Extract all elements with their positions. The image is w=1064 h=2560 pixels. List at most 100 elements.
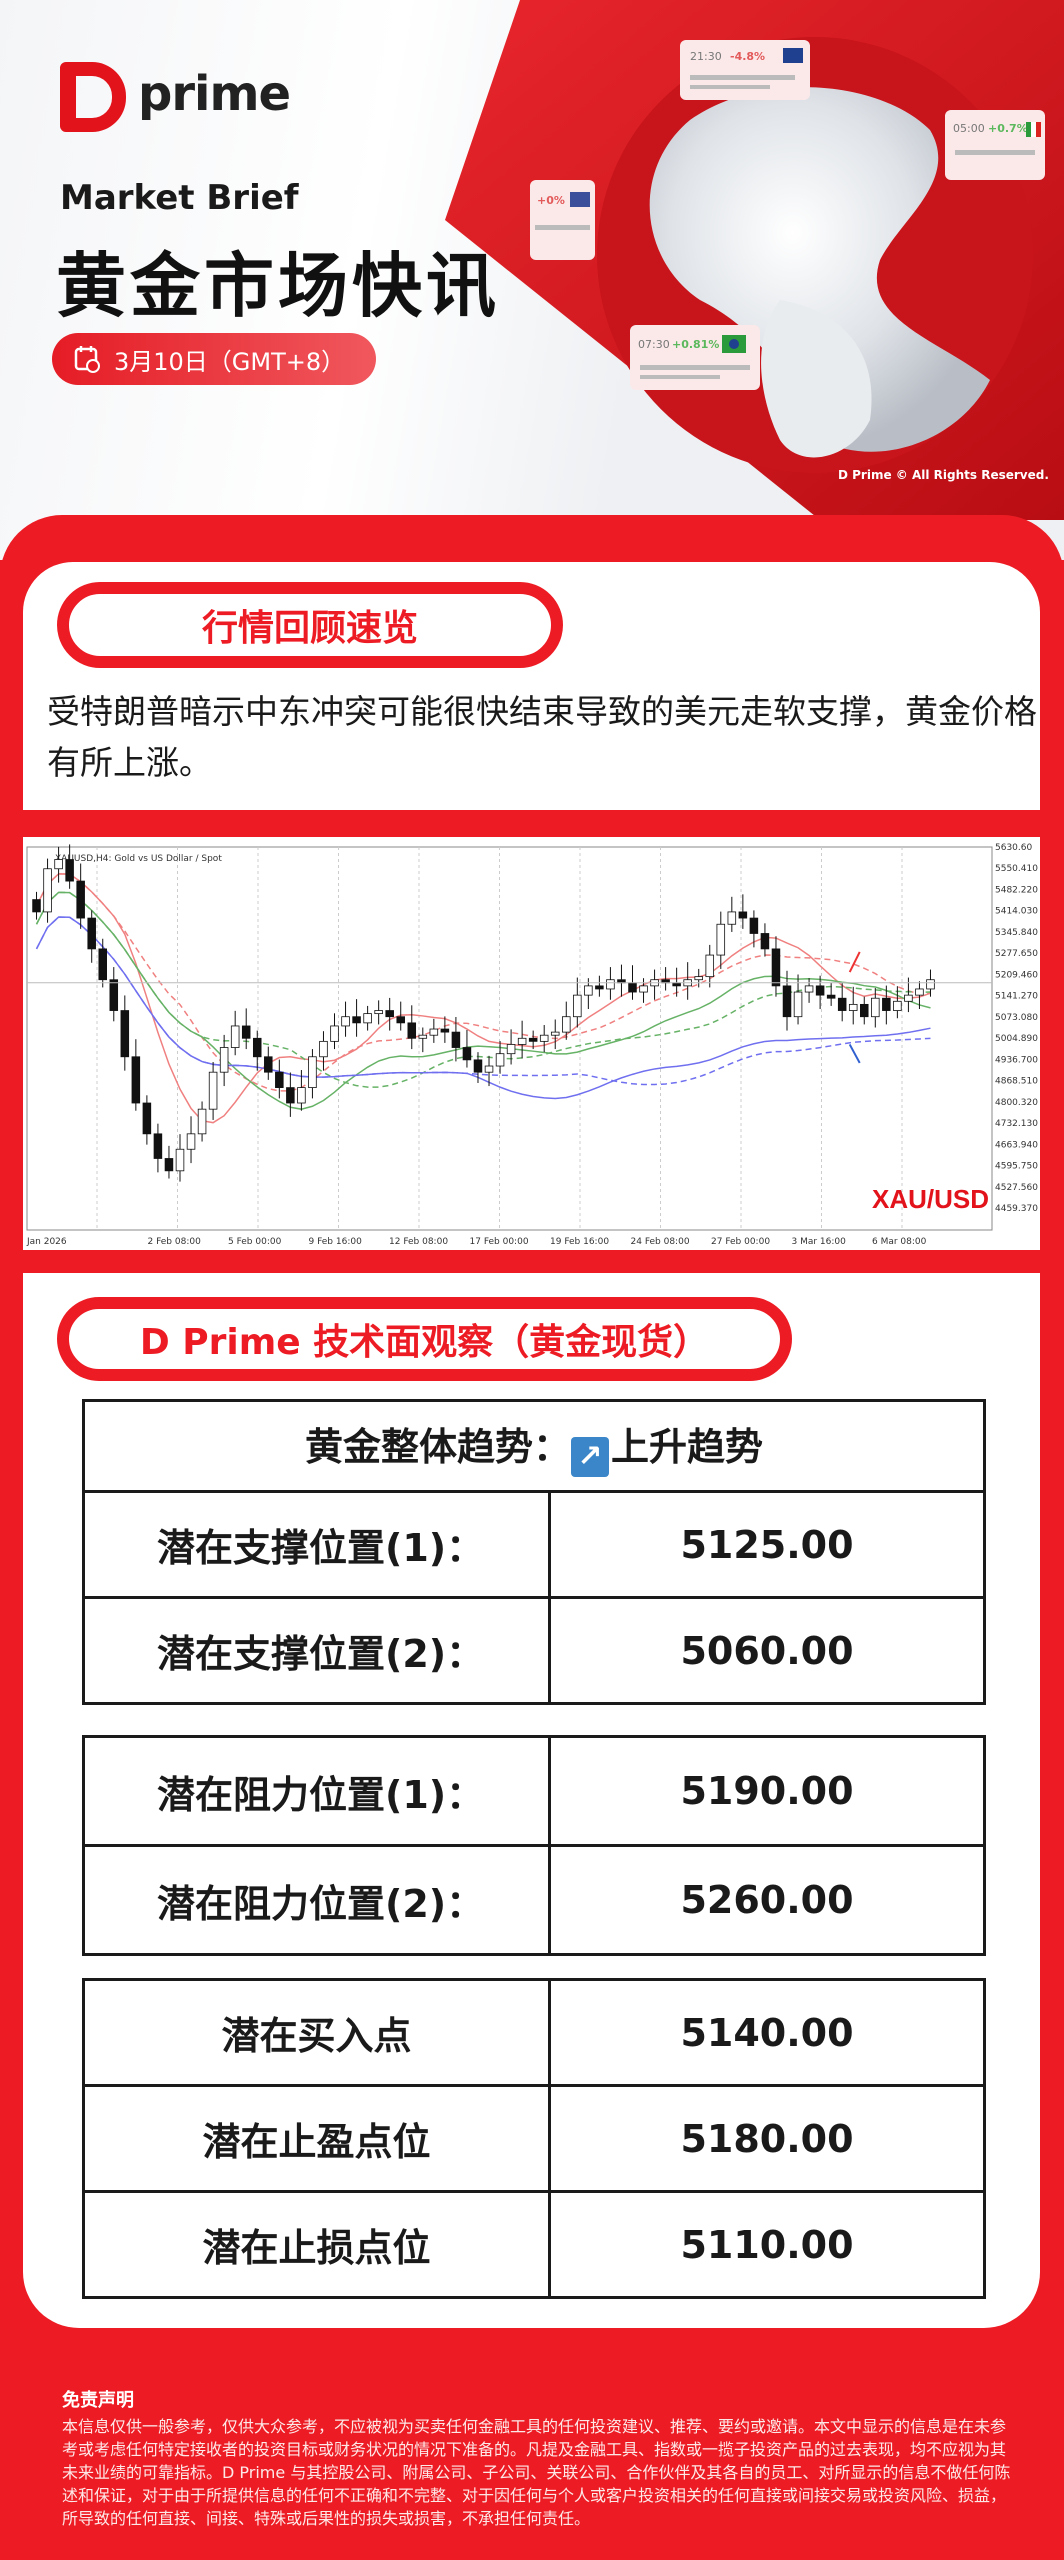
candle-body [429,1028,439,1036]
candle-body [65,859,74,882]
y-tick-label: 4732.130 [995,1119,1038,1129]
x-tick-label: 17 Feb 00:00 [470,1237,529,1247]
table-row: 潜在买入点 5140.00 [82,1978,986,2087]
entry-value: 5140.00 [548,1978,986,2087]
candle-body [705,954,715,978]
resistance-1-value: 5190.00 [548,1735,986,1847]
y-tick-label: 4800.320 [995,1098,1038,1108]
candle-body [308,1056,317,1088]
x-tick-label: 27 Feb 00:00 [711,1237,770,1247]
blue-arrow-icon [848,1043,861,1064]
candle-body [882,997,891,1011]
y-tick-label: 4595.750 [995,1162,1038,1172]
y-tick-label: 5141.270 [995,992,1038,1002]
y-tick-label: 5073.080 [995,1013,1038,1023]
d-prime-logo-mark [60,62,126,132]
candle-body [484,1065,494,1073]
candle-body [54,859,63,870]
take-profit-label: 潜在止盈点位 [82,2084,551,2193]
candle-body [153,1133,163,1159]
copyright: D Prime © All Rights Reserved. [838,468,1049,482]
support-1-value: 5125.00 [548,1490,986,1599]
resistance-table: 潜在阻力位置(1)： 5190.00 潜在阻力位置(2)： 5260.00 [82,1735,986,1956]
moving-average-line [35,891,931,1088]
candle-body [352,1016,361,1024]
candle-body [462,1047,472,1061]
candle-body [451,1031,461,1048]
candle-body [76,880,85,919]
market-card-brazil: 07:30 +0.81% [630,325,760,390]
calendar-clock-icon [74,346,100,373]
trend-row: 黄金整体趋势： ↗ 上升趋势 [82,1399,986,1493]
candle-body [584,985,593,996]
table-row: 潜在止损点位 5110.00 [82,2190,986,2299]
candle-body [727,911,737,925]
xauusd-h4-chart: Jan 2026 2 Feb 08:00 5 Feb 00:00 9 Feb 16:0… [26,843,1038,1247]
resistance-1-label: 潜在阻力位置(1)： [82,1735,551,1847]
page-title: 黄金市场快讯 [56,245,500,327]
x-tick-label: 6 Mar 08:00 [872,1237,927,1247]
x-tick-label: 3 Mar 16:00 [792,1237,847,1247]
candle-body [175,1148,185,1172]
y-tick-label: 5414.030 [995,907,1038,917]
candle-body [32,899,41,913]
uk-flag-icon [783,48,803,63]
table-row: 潜在支撑位置(1)： 5125.00 [82,1490,986,1599]
candle-body [363,1013,372,1024]
candle-body [473,1059,483,1073]
candle-body [495,1053,505,1067]
y-tick-label: 5630.60 [995,843,1032,853]
y-tick-label: 4527.560 [995,1183,1038,1193]
resistance-2-value: 5260.00 [548,1844,986,1956]
moving-average-line [35,873,931,1124]
x-tick-label: 12 Feb 08:00 [389,1237,448,1247]
candle-body [396,1016,405,1024]
candle-body [109,979,119,1011]
section-heading-technical: D Prime 技术面观察（黄金现货） [57,1297,792,1381]
candle-body [341,1016,350,1027]
table-row: 潜在支撑位置(2)： 5060.00 [82,1596,986,1705]
candle-body [815,985,825,996]
candle-body [771,948,781,987]
candle-body [186,1133,196,1150]
candle-body [230,1025,240,1048]
y-tick-label: 5004.890 [995,1034,1038,1044]
y-tick-label: 4868.510 [995,1077,1038,1087]
x-tick-label: 2 Feb 08:00 [148,1237,202,1247]
candle-body [793,991,803,1018]
candle-body [573,994,582,1018]
section-heading-review: 行情回顾速览 [57,582,563,668]
candle-body [385,1010,394,1018]
trade-levels-table: 潜在买入点 5140.00 潜在止盈点位 5180.00 潜在止损点位 5110.00 [82,1978,986,2299]
arrow-up-right-icon: ↗ [571,1436,609,1477]
logo-text: prime [138,66,291,122]
card-time: 07:30 [638,338,670,351]
candle-body [804,985,814,993]
x-tick-label: 9 Feb 16:00 [309,1237,363,1247]
support-1-label: 潜在支撑位置(1)： [82,1490,551,1599]
market-brief-label: Market Brief [60,178,299,218]
candle-body [517,1037,527,1045]
trend-label: 黄金整体趋势： [304,1424,571,1469]
candle-body [760,933,770,950]
moving-average-line [35,891,931,1110]
hero-banner: 21:30 -4.8% 05:00 +0.7% +0% 07:30 +0.81%… [0,0,1064,560]
candle-body [826,994,836,999]
candle-body [848,1003,858,1011]
y-tick-label: 4459.370 [995,1204,1038,1214]
y-tick-label: 5209.460 [995,970,1038,980]
candle-body [241,1025,251,1039]
candle-body [197,1108,207,1135]
us-flag-icon [570,192,590,207]
candle-body [859,1003,869,1018]
disclaimer-text: 本信息仅供一般参考，仅供大众参考，不应被视为买卖任何金融工具的任何投资建议、推荐… [62,2417,1011,2528]
x-tick-label: 5 Feb 00:00 [228,1237,282,1247]
candle-body [539,1034,549,1042]
card-change: +0.7% [988,122,1028,135]
italy-flag-icon [1026,122,1041,137]
brazil-flag-icon [722,335,746,353]
card-time: 05:00 [953,122,985,135]
table-row: 潜在止盈点位 5180.00 [82,2084,986,2193]
xauusd-watermark: XAU/USD [872,1184,989,1214]
candle-body [716,923,726,956]
